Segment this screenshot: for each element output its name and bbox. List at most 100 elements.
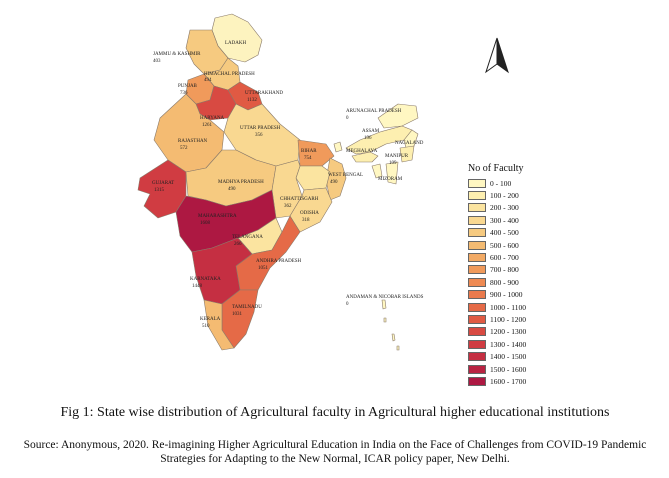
label-ka-value: 1448 [192,284,203,289]
state-arunachal [377,103,419,129]
label-odisha-value: 318 [302,218,310,223]
legend-label: 1600 - 1700 [490,376,527,386]
label-nagaland-name: NAGALAND [395,141,424,146]
label-hp-value: 494 [204,78,212,83]
label-mh-name: MAHARASHTRA [198,214,237,219]
state-wb [325,157,347,201]
legend-swatch [468,215,486,225]
legend-row: 500 - 600 [468,239,578,251]
label-kerala-name: KERALA [200,317,221,322]
label-meghalaya-name: MEGHALAYA [346,149,378,154]
legend-row: 300 - 400 [468,214,578,226]
label-rajasthan-value: 572 [180,146,188,151]
label-tn-name: TAMILNADU [232,305,262,310]
legend-label: 800 - 900 [490,277,519,287]
label-manipur-name: MANIPUR [385,154,409,159]
legend-row: 400 - 500 [468,227,578,239]
state-ka [191,237,253,305]
legend-label: 300 - 400 [490,215,519,225]
label-jk-name: JAMMU & KASHMIR [153,52,201,57]
legend-row: 0 - 100 [468,177,578,189]
label-wb-value: 490 [330,180,338,185]
legend-swatch [468,191,486,201]
label-ap-name: ANDHRA PRADESH [256,259,302,264]
state-manipur [399,145,415,163]
state-jharkhand [295,165,331,191]
label-uk-name: UTTARAKHAND [245,91,283,96]
legend-label: 600 - 700 [490,253,519,263]
label-arunachal-value: 0 [346,116,349,121]
legend-label: 1500 - 1600 [490,364,527,374]
legend-swatch [468,339,486,349]
legend-row: 1300 - 1400 [468,338,578,350]
label-chh-value: 362 [284,204,292,209]
label-assam-value: 196 [364,136,372,141]
state-bihar [297,139,335,167]
label-andaman-name: ANDAMAN & NICOBAR ISLANDS [346,295,424,300]
label-mizoram-name: MIZORAM [378,177,403,182]
state-mizoram [385,161,399,185]
legend-swatch [468,277,486,287]
label-tn-value: 1031 [232,312,243,317]
state-rajasthan [153,93,225,173]
legend-row: 200 - 300 [468,202,578,214]
state-nagaland [403,129,419,149]
legend-row: 1000 - 1100 [468,301,578,313]
legend-label: 500 - 600 [490,240,519,250]
label-ap-value: 1051 [258,266,269,271]
legend-swatch [468,253,486,263]
legend-row: 900 - 1000 [468,289,578,301]
state-gujarat [137,159,187,219]
label-arunachal-name: ARUNACHAL PRADESH [346,109,402,114]
legend-row: 800 - 900 [468,276,578,288]
label-bihar-value: 754 [304,156,312,161]
legend-swatch [468,240,486,250]
legend-swatch [468,228,486,238]
legend-row: 700 - 800 [468,264,578,276]
label-odisha-name: ODISHA [300,211,319,216]
figure-source: Source: Anonymous, 2020. Re-imagining Hi… [23,439,647,465]
legend-label: 700 - 800 [490,265,519,275]
label-gujarat-name: GUJARAT [152,181,174,186]
label-rajasthan-name: RAJASTHAN [178,139,208,144]
label-ladakh-name: LADAKH [225,41,246,46]
india-map: LADAKH JAMMU & KASHMIR 403 HIMACHAL PRAD… [137,13,509,351]
legend-row: 1400 - 1500 [468,350,578,362]
label-kerala-value: 510 [202,324,210,329]
legend-row: 1600 - 1700 [468,375,578,387]
label-haryana-name: HARYANA [200,116,225,121]
legend-swatch [468,352,486,362]
north-arrow-icon [485,37,509,74]
label-up-name: UTTAR PRADESH [240,126,281,131]
legend-label: 0 - 100 [490,178,512,188]
label-punjab-name: PUNJAB [178,84,198,89]
legend-swatch [468,364,486,374]
legend-row: 1100 - 1200 [468,313,578,325]
legend-swatch [468,203,486,213]
label-tg-value: 266 [234,242,242,247]
legend-label: 1200 - 1300 [490,327,527,337]
label-punjab-value: 736 [180,91,188,96]
legend-label: 200 - 300 [490,203,519,213]
state-sikkim [333,141,343,153]
map-legend: No of Faculty 0 - 100 100 - 200 200 - 300 3… [468,163,578,388]
state-kerala [203,299,235,351]
legend-swatch [468,314,486,324]
legend-label: 1400 - 1500 [490,352,527,362]
label-chh-name: CHHATTISGARH [280,197,319,202]
legend-label: 900 - 1000 [490,290,523,300]
label-mp-name: MADHYA PRADESH [218,180,264,185]
legend-row: 1200 - 1300 [468,326,578,338]
legend-swatch [468,265,486,275]
label-wb-name: WEST BENGAL [328,173,363,178]
figure-caption: Fig 1: State wise distribution of Agricu… [60,405,610,420]
label-manipur-value: 109 [389,161,397,166]
legend-swatch [468,376,486,386]
legend-label: 1100 - 1200 [490,314,526,324]
label-tg-name: TELANGANA [232,235,263,240]
label-uk-value: 1132 [247,98,257,103]
legend-title: No of Faculty [468,163,524,174]
label-ka-name: KARNATAKA [190,277,221,282]
state-tripura [371,163,383,179]
state-meghalaya [351,151,379,163]
